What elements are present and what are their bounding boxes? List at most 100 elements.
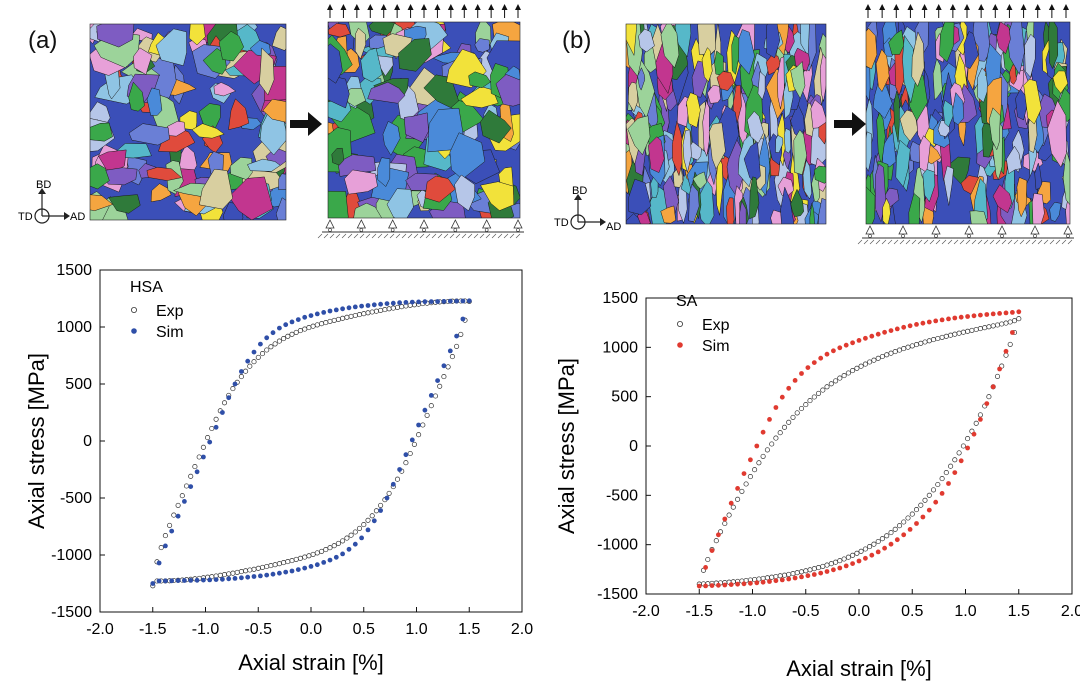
- data-point: [907, 323, 913, 329]
- data-point: [777, 573, 783, 579]
- x-tick-label: 1.0: [405, 621, 427, 638]
- grain: [707, 84, 721, 104]
- grain: [398, 38, 432, 72]
- grain: [952, 91, 965, 126]
- data-point: [352, 304, 358, 310]
- grain: [1034, 162, 1043, 190]
- data-point: [769, 441, 775, 447]
- micro-image-a-frame: [89, 23, 287, 221]
- data-point: [163, 543, 168, 549]
- grain: [942, 99, 955, 128]
- load-arrow-head-icon: [461, 4, 468, 10]
- data-point: [748, 457, 753, 463]
- load-arrow-head-icon: [879, 4, 886, 10]
- data-point: [209, 425, 215, 432]
- data-point: [871, 357, 877, 363]
- data-point: [321, 310, 327, 315]
- data-point: [971, 431, 977, 437]
- data-point: [277, 325, 282, 331]
- grain: [228, 98, 250, 131]
- data-point: [869, 333, 875, 339]
- data-point: [760, 429, 766, 435]
- data-point: [805, 365, 811, 370]
- data-point: [466, 298, 472, 304]
- sim-image-b: [866, 22, 1070, 224]
- data-point: [460, 316, 466, 322]
- data-point: [327, 545, 333, 551]
- data-point: [939, 317, 945, 323]
- grain: [328, 190, 349, 218]
- data-point: [716, 582, 721, 588]
- data-point: [818, 570, 824, 576]
- data-point: [786, 419, 792, 425]
- data-point: [741, 471, 747, 476]
- data-point: [226, 395, 232, 401]
- coord-td-label-a: TD: [18, 211, 33, 223]
- load-arrow-head-icon: [488, 4, 495, 10]
- hatch-mark: [503, 233, 509, 239]
- data-point: [251, 349, 257, 355]
- grain: [969, 210, 988, 224]
- data-point: [162, 533, 168, 539]
- legend-label: Sim: [702, 338, 730, 355]
- hatch-mark: [1043, 239, 1049, 245]
- arrow-right-icon: [834, 112, 866, 136]
- data-point: [314, 562, 320, 568]
- legend-marker: [130, 306, 137, 313]
- data-point: [458, 331, 464, 337]
- data-point: [958, 314, 964, 320]
- hatch-mark: [929, 239, 935, 245]
- x-tick-label: 0.0: [848, 603, 870, 620]
- hatch-mark: [953, 239, 959, 245]
- grain: [882, 197, 891, 224]
- data-point: [805, 573, 811, 579]
- data-point: [340, 538, 346, 544]
- data-point: [352, 312, 358, 319]
- grain: [716, 71, 735, 91]
- data-point: [786, 576, 792, 582]
- y-tick-label: -1500: [597, 586, 638, 603]
- data-point: [403, 452, 409, 458]
- data-point: [831, 567, 836, 573]
- data-point: [251, 566, 257, 572]
- x-tick-label: -2.0: [86, 621, 114, 638]
- hatch-mark: [473, 233, 479, 239]
- hatch-mark: [509, 233, 515, 239]
- data-point: [435, 299, 440, 304]
- hatch-mark: [335, 233, 341, 239]
- data-point: [169, 578, 175, 584]
- data-point: [356, 525, 363, 531]
- data-point: [232, 576, 238, 581]
- grain: [866, 186, 876, 224]
- data-point: [854, 365, 860, 371]
- grain: [96, 24, 135, 48]
- legend-title: HSA: [130, 279, 163, 296]
- data-point: [990, 323, 996, 329]
- support-icon: [419, 219, 429, 229]
- data-point: [1016, 316, 1022, 322]
- data-point: [824, 384, 830, 390]
- grain: [128, 123, 170, 146]
- data-point: [905, 344, 911, 350]
- grain: [802, 159, 812, 200]
- hatch-mark: [857, 239, 863, 245]
- data-point: [247, 363, 253, 369]
- data-point: [428, 299, 434, 304]
- data-point: [882, 545, 887, 551]
- load-arrow-head-icon: [1006, 4, 1013, 10]
- data-point: [403, 300, 409, 305]
- data-point: [293, 329, 299, 335]
- data-point: [409, 299, 415, 305]
- grain: [963, 31, 979, 69]
- data-point: [310, 551, 316, 557]
- load-arrow-head-icon: [921, 4, 928, 10]
- y-tick-label: 500: [611, 389, 638, 406]
- data-point: [875, 331, 881, 337]
- y-tick-label: -1000: [597, 537, 638, 554]
- data-point: [268, 344, 274, 350]
- grain: [780, 186, 795, 224]
- hatch-mark: [341, 233, 347, 239]
- grain: [404, 112, 429, 143]
- grain: [819, 53, 826, 102]
- data-point: [399, 304, 405, 310]
